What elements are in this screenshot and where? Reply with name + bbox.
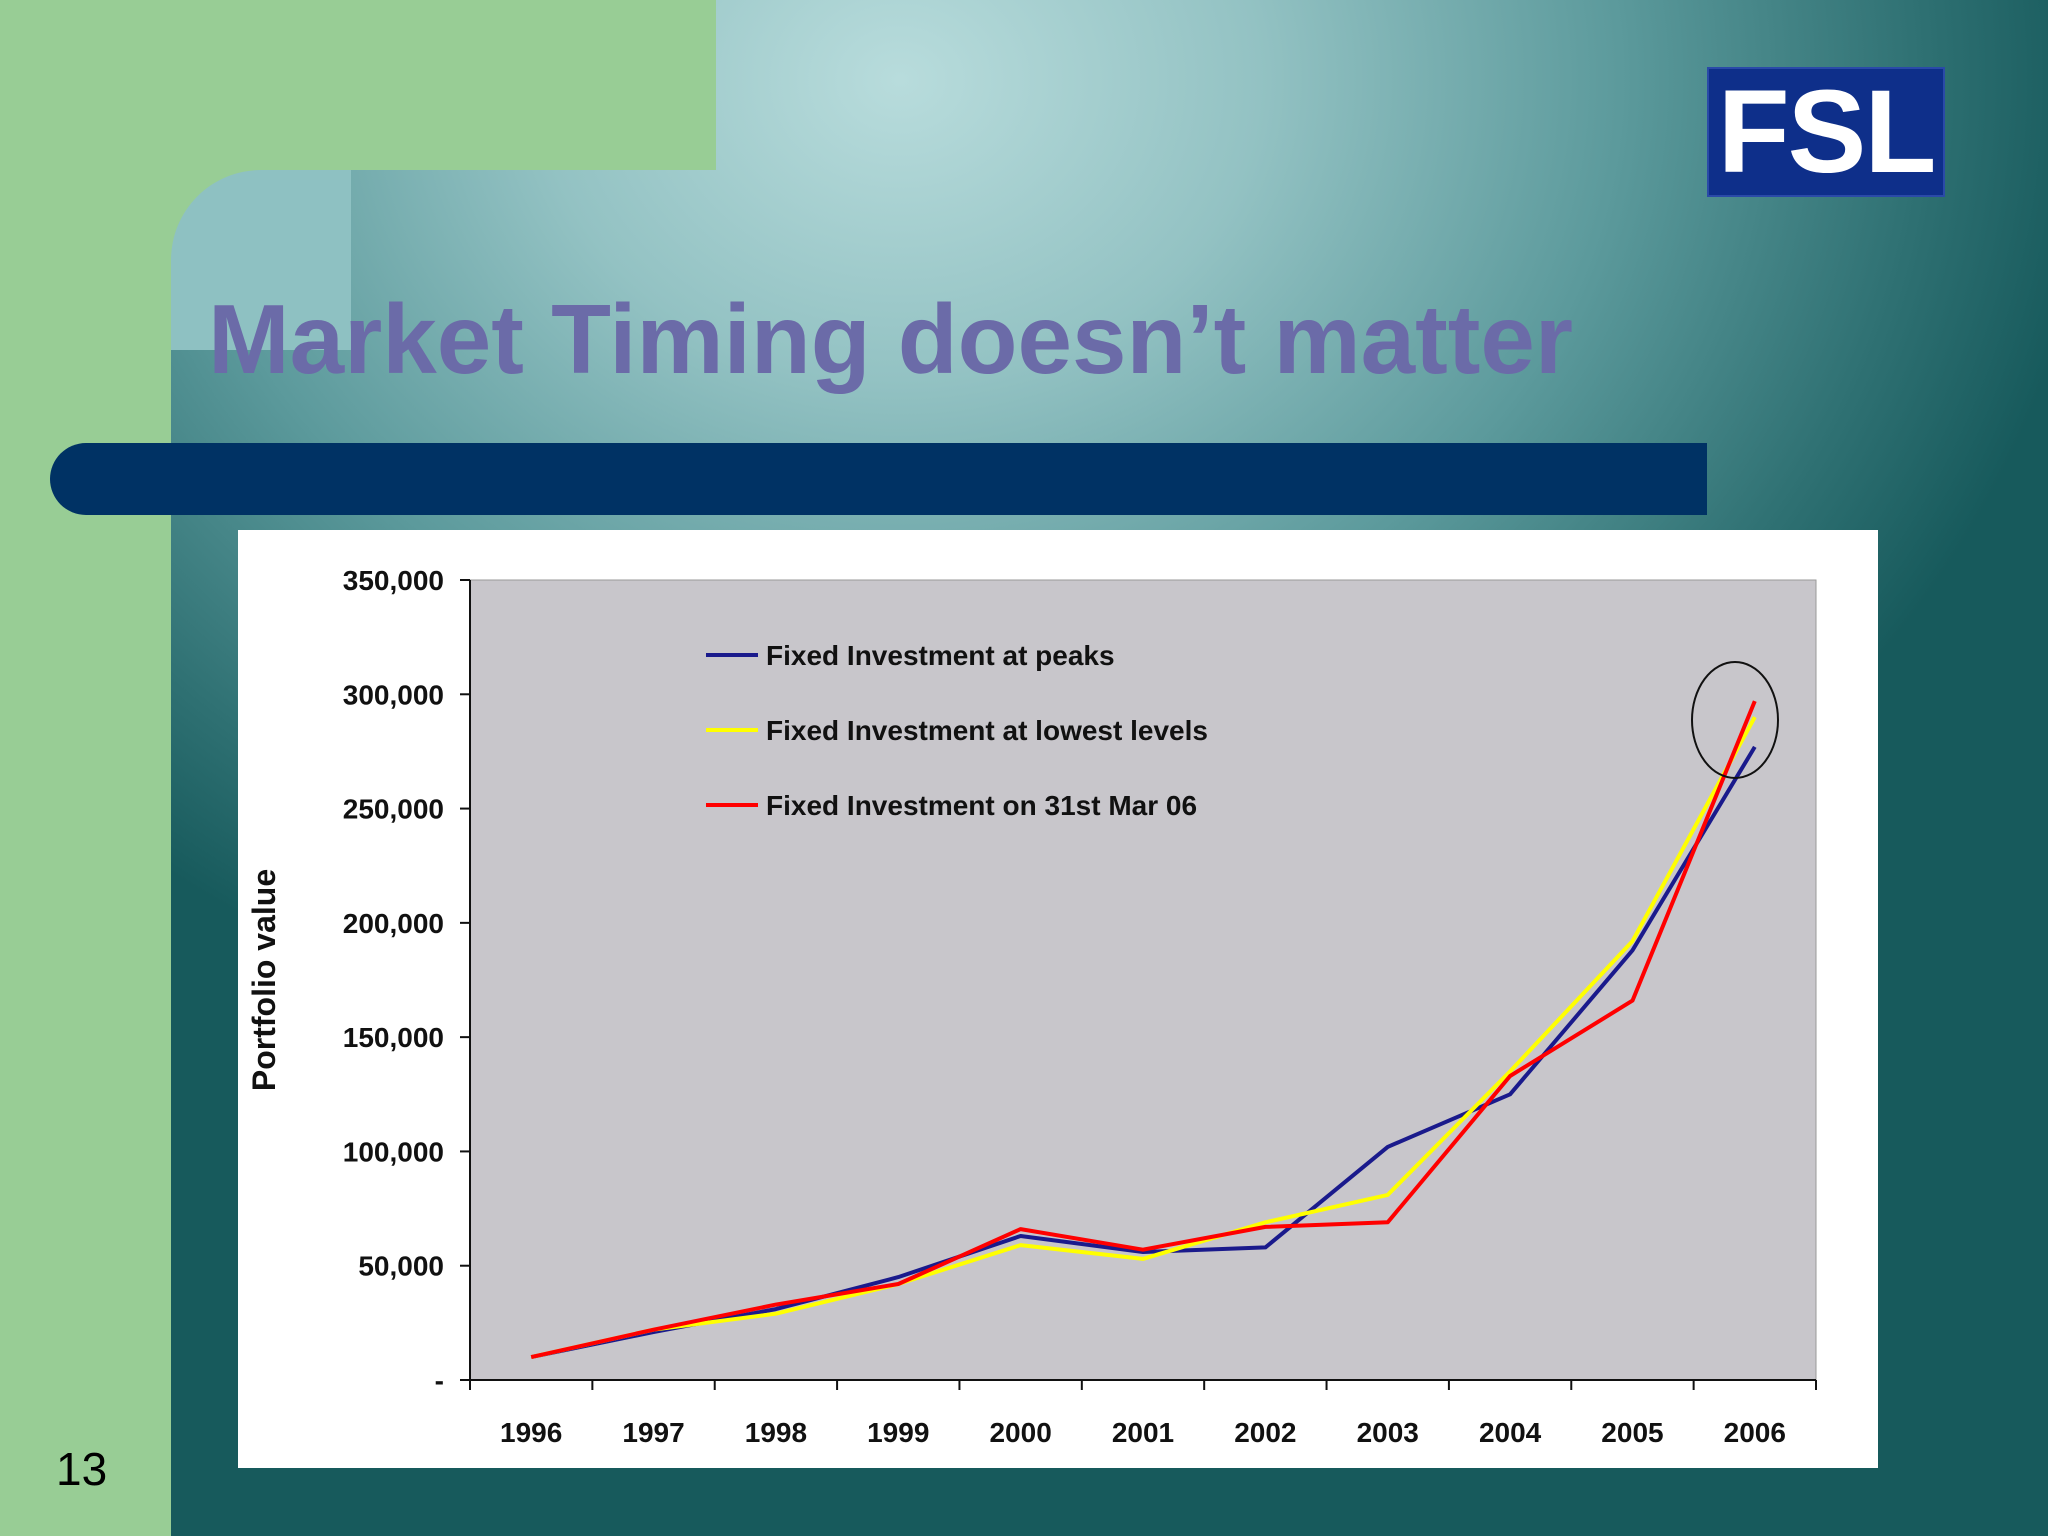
plot-area (469, 579, 1817, 1381)
y-tick-label: 50,000 (358, 1251, 444, 1282)
x-tick-label: 1999 (867, 1417, 929, 1448)
y-tick-label: 150,000 (343, 1022, 444, 1053)
series-line-3 (530, 700, 1757, 1360)
y-tick-label: 200,000 (343, 908, 444, 939)
x-tick-label: 2002 (1234, 1417, 1296, 1448)
highlight-circle (1691, 661, 1779, 779)
y-tick-label: 350,000 (343, 565, 444, 596)
green-side-panel (0, 0, 171, 1536)
x-tick-label: 2004 (1479, 1417, 1542, 1448)
x-tick-label: 1996 (500, 1417, 562, 1448)
page-number: 13 (56, 1443, 108, 1495)
corner-curve (171, 170, 351, 350)
x-tick-label: 2006 (1724, 1417, 1786, 1448)
x-tick-label: 2003 (1357, 1417, 1419, 1448)
y-axis-label: Portfolio value (246, 869, 282, 1091)
line-chart: - 50,000 100,000 150,000 200,000 250,000 300,0… (246, 565, 1817, 1448)
chart-legend: Fixed Investment at peaks Fixed Investmen… (706, 640, 1208, 821)
green-top-panel (0, 0, 716, 170)
x-tick-label: 2005 (1601, 1417, 1663, 1448)
title-underline-bar (50, 443, 1707, 515)
x-axis: 1996 1997 1998 1999 2000 2001 2002 2003 2004 2005… (469, 1379, 1817, 1448)
chart-container: - 50,000 100,000 150,000 200,000 250,000 300,0… (238, 530, 1878, 1468)
fsl-logo: FSL (1707, 66, 1945, 198)
x-tick-label: 1997 (622, 1417, 684, 1448)
legend-label: Fixed Investment at lowest levels (766, 715, 1208, 746)
series-layer (530, 700, 1757, 1360)
x-tick-label: 2000 (989, 1417, 1051, 1448)
series-line-2 (530, 716, 1757, 1360)
y-tick-label: 300,000 (343, 679, 444, 710)
legend-label: Fixed Investment at peaks (766, 640, 1115, 671)
y-tick-label: - (435, 1365, 444, 1396)
y-tick-label: 250,000 (343, 794, 444, 825)
legend-label: Fixed Investment on 31st Mar 06 (766, 790, 1197, 821)
y-tick-label: 100,000 (343, 1136, 444, 1167)
y-axis: - 50,000 100,000 150,000 200,000 250,000 300,0… (343, 565, 471, 1396)
x-tick-label: 1998 (745, 1417, 807, 1448)
slide-title: Market Timing doesn’t matter (208, 284, 1574, 394)
x-tick-label: 2001 (1112, 1417, 1174, 1448)
series-line-1 (530, 745, 1757, 1360)
